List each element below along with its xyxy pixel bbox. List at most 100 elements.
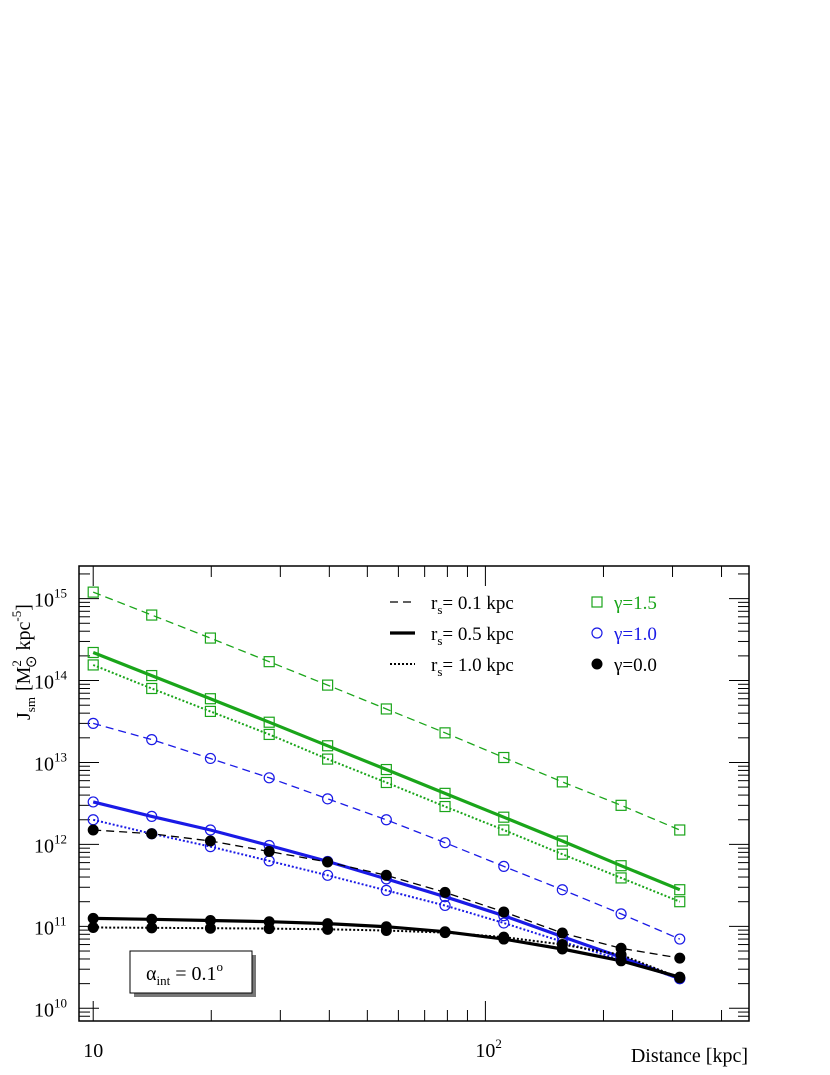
ylabel-unit-close: ] bbox=[13, 604, 35, 611]
annotation-box bbox=[129, 950, 253, 994]
y-tick-label-exp: 10 bbox=[54, 995, 67, 1010]
ylabel-sub: sm bbox=[23, 697, 38, 712]
marker-filled-circle bbox=[439, 927, 451, 939]
marker-filled-circle bbox=[146, 828, 158, 840]
y-tick-label-base: 10 bbox=[34, 917, 54, 939]
marker-square bbox=[615, 860, 627, 872]
x-tick-label: 102 bbox=[475, 1036, 502, 1062]
marker-square bbox=[263, 716, 275, 728]
marker-open-circle bbox=[498, 860, 510, 872]
ylabel-unit-mid: kpc bbox=[13, 622, 35, 656]
legend-label-rs: rs= 0.5 kpc bbox=[431, 624, 514, 648]
legend-rs-rest: = 1.0 kpc bbox=[442, 655, 513, 676]
marker-open-circle bbox=[146, 734, 158, 746]
marker-filled-circle bbox=[263, 923, 275, 935]
marker-filled-circle bbox=[615, 949, 627, 961]
y-axis-title: Jsm [M2⊙ kpc-5] bbox=[9, 604, 40, 720]
marker-square bbox=[674, 824, 686, 836]
legend-label-gamma: γ=1.0 bbox=[613, 624, 657, 645]
ylabel-unit-open: [M bbox=[13, 666, 35, 691]
marker-filled-circle bbox=[674, 952, 686, 964]
y-tick-label: 1012 bbox=[34, 831, 67, 857]
marker-filled-circle bbox=[322, 923, 334, 935]
series-line-gamma-1.5-rs-0.1 bbox=[92, 591, 681, 831]
marker-square bbox=[556, 835, 568, 847]
marker-filled-circle bbox=[556, 927, 568, 939]
marker-filled-circle bbox=[439, 886, 451, 898]
legend-label-rs: rs= 1.0 kpc bbox=[431, 655, 514, 679]
y-tick-label-exp: 14 bbox=[54, 668, 68, 683]
annotation-main: α bbox=[146, 963, 157, 985]
marker-open-circle bbox=[87, 717, 99, 729]
marker-square bbox=[322, 740, 334, 752]
y-tick-label-exp: 11 bbox=[54, 913, 67, 928]
marker-square bbox=[87, 586, 99, 598]
y-tick-label-base: 10 bbox=[34, 590, 54, 612]
x-tick-label-base: 10 bbox=[83, 1040, 103, 1062]
marker-filled-circle bbox=[591, 658, 603, 670]
legend-rs-main: r bbox=[431, 593, 438, 614]
marker-open-circle bbox=[322, 793, 334, 805]
marker-square bbox=[380, 703, 392, 715]
marker-filled-circle bbox=[380, 925, 392, 937]
y-tick-label-base: 10 bbox=[34, 672, 54, 694]
annotation-text: αint = 0.1o bbox=[146, 959, 223, 988]
legend-rs-main: r bbox=[431, 624, 438, 645]
series-lines bbox=[92, 591, 681, 981]
marker-filled-circle bbox=[498, 906, 510, 918]
alpha-annotation: αint = 0.1o bbox=[129, 950, 256, 997]
annotation-sub: int bbox=[156, 973, 170, 988]
marker-open-circle bbox=[263, 772, 275, 784]
marker-open-circle bbox=[674, 933, 686, 945]
marker-filled-circle bbox=[204, 922, 216, 934]
ylabel-unit-sub: ⊙ bbox=[24, 656, 40, 669]
marker-filled-circle bbox=[498, 931, 510, 943]
y-tick-label-exp: 13 bbox=[54, 749, 67, 764]
marker-square bbox=[615, 799, 627, 811]
x-tick-label-exp: 2 bbox=[495, 1036, 502, 1051]
marker-open-circle bbox=[322, 869, 334, 881]
marker-square bbox=[380, 763, 392, 776]
marker-square bbox=[87, 646, 99, 659]
marker-square bbox=[204, 705, 217, 718]
y-tick-label-base: 10 bbox=[34, 835, 54, 857]
marker-square bbox=[498, 811, 510, 823]
legend-rs-main: r bbox=[431, 655, 438, 676]
y-tick-label: 1013 bbox=[34, 749, 67, 775]
y-tick-label-base: 10 bbox=[34, 753, 54, 775]
marker-square bbox=[674, 884, 686, 896]
series-line-gamma-1.5-rs-0.5 bbox=[92, 651, 681, 892]
series-line-gamma-1.5-rs-1.0 bbox=[92, 664, 681, 903]
y-tick-label: 1010 bbox=[34, 995, 67, 1021]
marker-open-circle bbox=[439, 899, 451, 912]
marker-square bbox=[556, 848, 568, 860]
marker-square bbox=[591, 596, 603, 608]
marker-square bbox=[322, 753, 334, 765]
y-tick-label-exp: 15 bbox=[54, 586, 67, 601]
marker-square bbox=[146, 609, 158, 621]
marker-square bbox=[263, 728, 275, 741]
series-line-gamma-1.0-rs-0.1 bbox=[93, 722, 681, 940]
y-tick-label: 1015 bbox=[34, 586, 67, 612]
marker-open-circle bbox=[498, 917, 510, 929]
marker-square bbox=[87, 659, 99, 671]
marker-square bbox=[146, 682, 158, 695]
y-tick-label: 1011 bbox=[34, 913, 67, 939]
marker-square bbox=[204, 632, 217, 644]
series-line-gamma-0.0-rs-0.1 bbox=[93, 829, 680, 959]
marker-open-circle bbox=[380, 814, 392, 826]
marker-square bbox=[615, 872, 627, 884]
legend-rs-rest: = 0.5 kpc bbox=[442, 624, 513, 645]
marker-filled-circle bbox=[556, 939, 568, 951]
marker-square bbox=[322, 679, 334, 691]
marker-square bbox=[439, 800, 451, 813]
legend-label-gamma: γ=1.5 bbox=[613, 593, 657, 614]
x-tick-label-base: 10 bbox=[475, 1040, 495, 1062]
marker-square bbox=[146, 669, 158, 682]
y-tick-label-exp: 12 bbox=[54, 831, 67, 846]
axis-ticks bbox=[79, 566, 749, 1022]
marker-open-circle bbox=[380, 884, 392, 896]
